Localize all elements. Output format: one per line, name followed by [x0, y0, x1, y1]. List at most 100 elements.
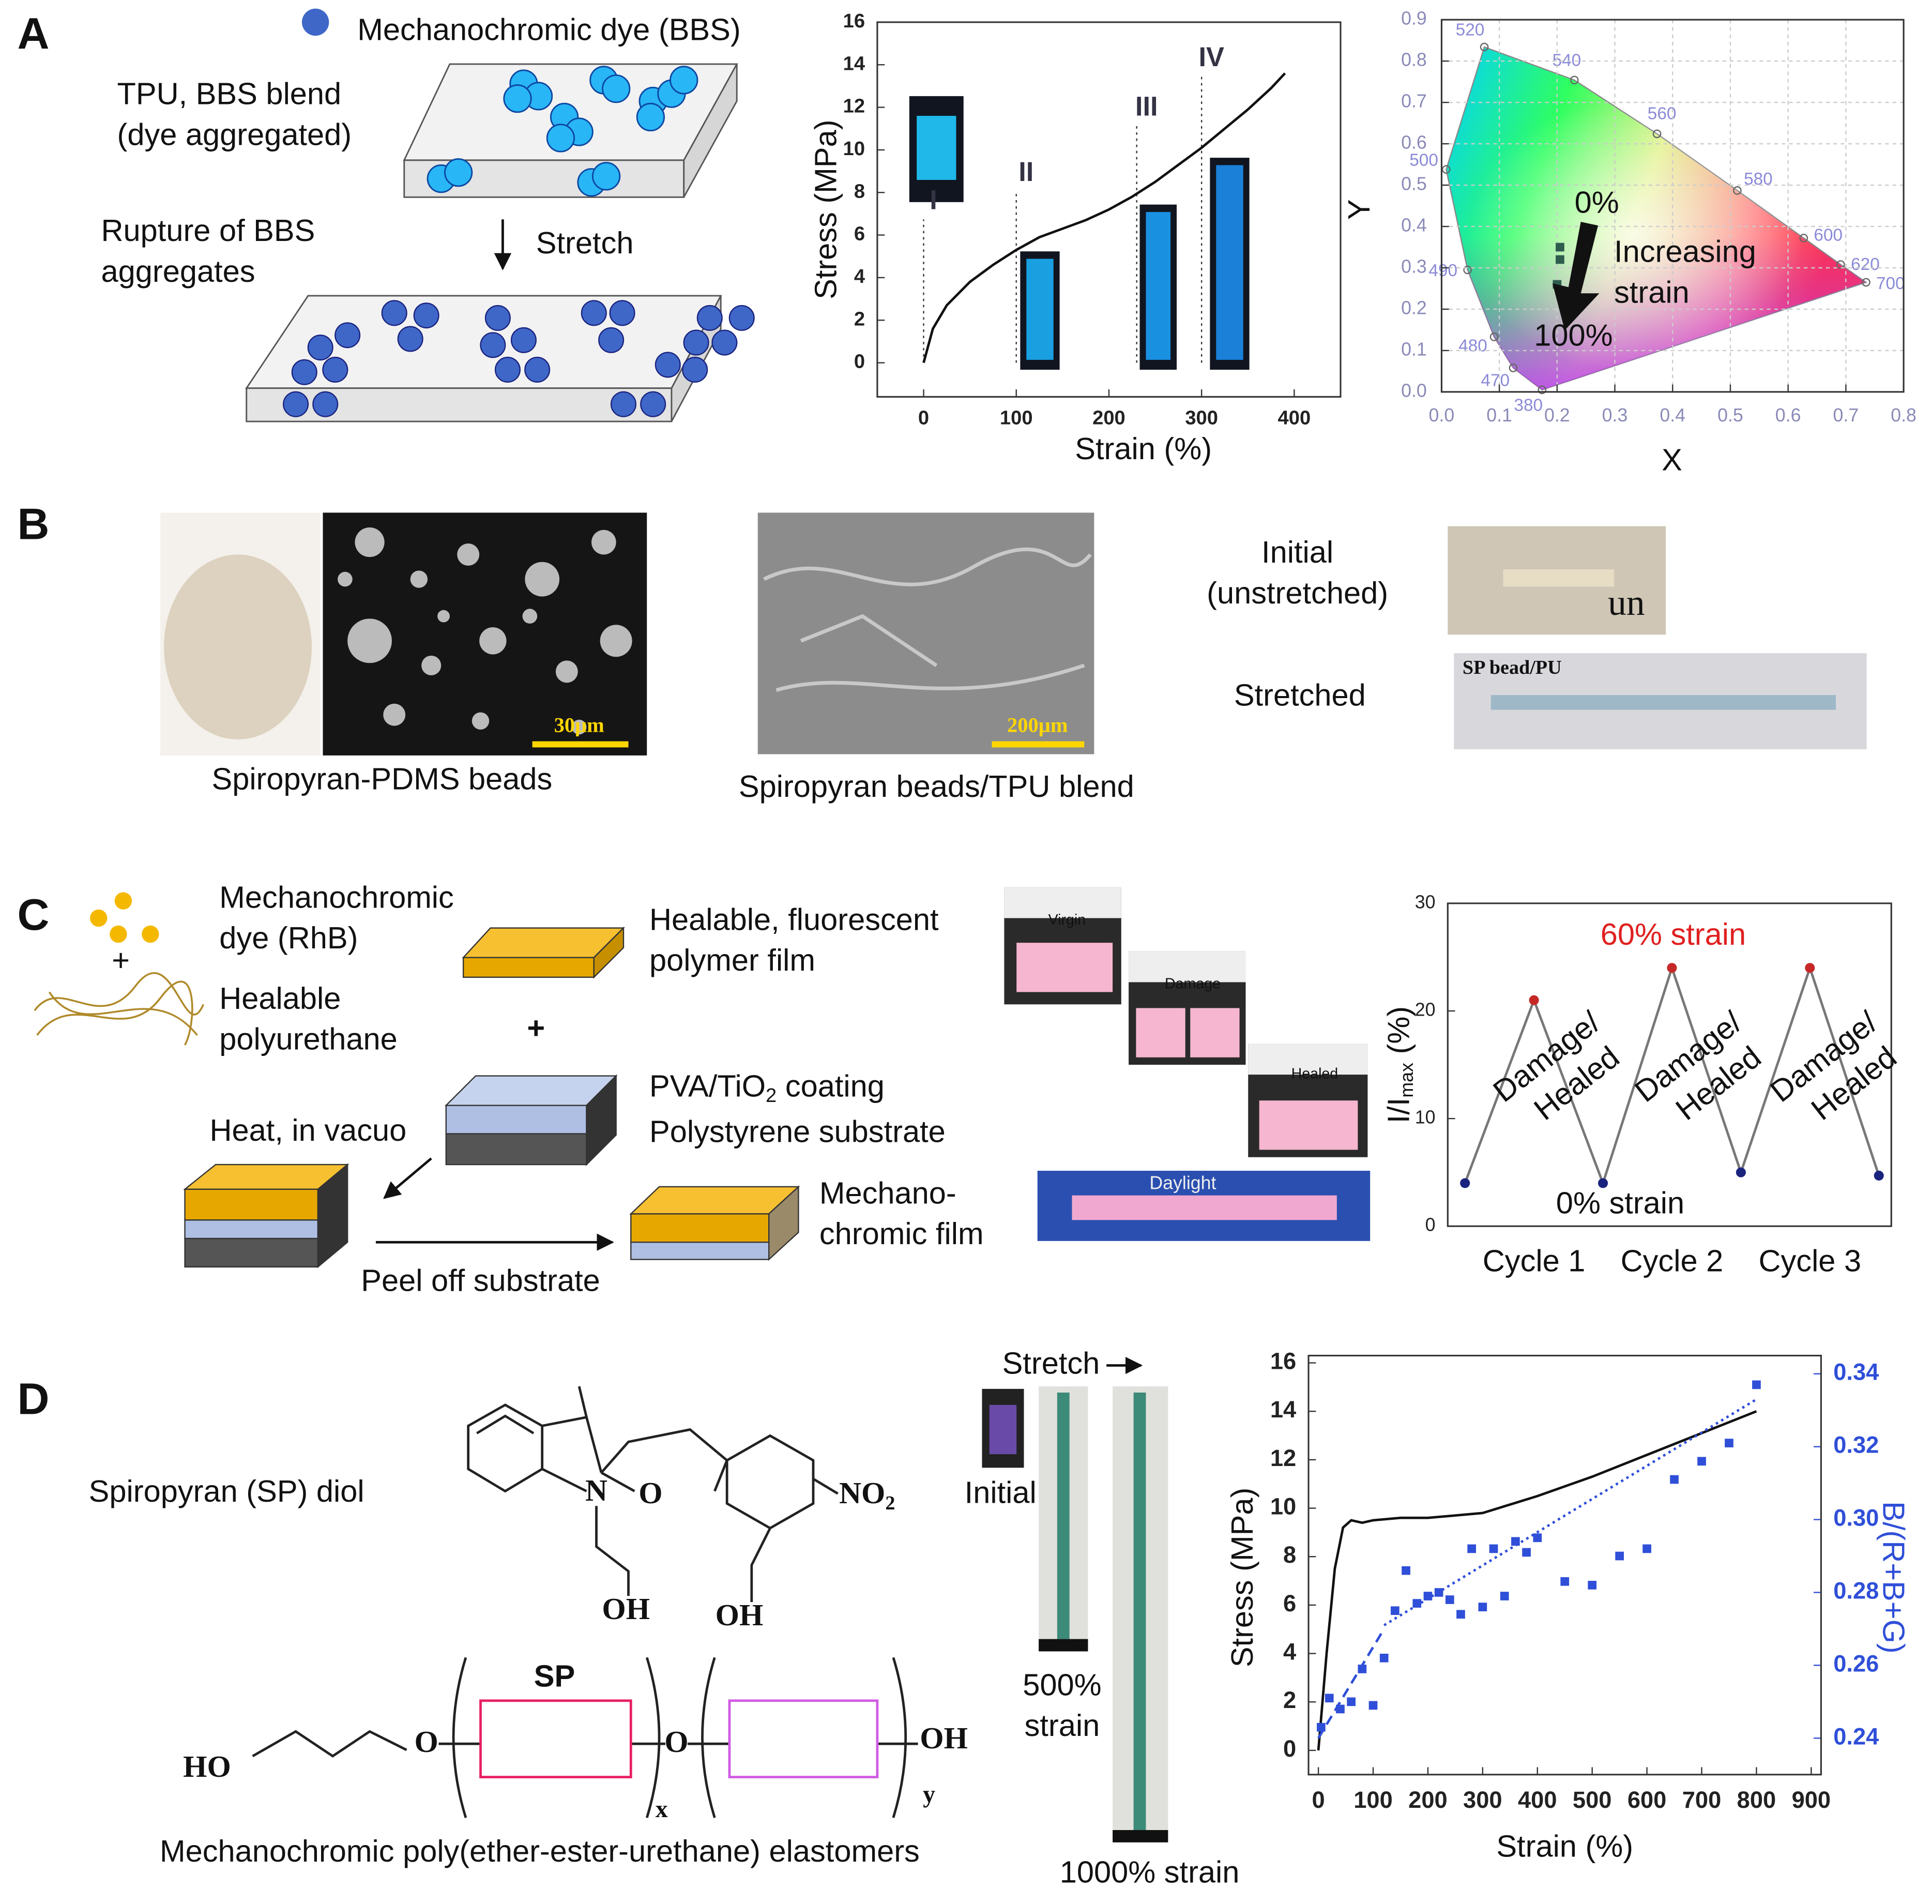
- cycle-note: Damage/Healed: [1486, 1004, 1625, 1127]
- plot-frame: [1447, 902, 1892, 1227]
- y-tick-label: 16: [843, 10, 865, 32]
- label: Stretch: [536, 225, 634, 260]
- point: [1805, 963, 1815, 973]
- axis-label: I/Imax (%): [1381, 1006, 1417, 1123]
- polyol-block: [728, 1699, 879, 1778]
- series-line: [1317, 1410, 1757, 1751]
- x-tick-label: 600: [1627, 1787, 1667, 1813]
- marker: [1368, 1701, 1378, 1710]
- atoms: N O NO2 OH OH HO O O OH x y: [183, 1473, 968, 1823]
- axis-label: Strain (%): [1075, 431, 1212, 466]
- label: Polystyrene substrate: [649, 1114, 946, 1149]
- arrow: [383, 1157, 432, 1199]
- point: [1460, 1178, 1470, 1188]
- marker: [1467, 1544, 1477, 1553]
- atom-main: NO: [839, 1476, 885, 1510]
- legend-dot: [301, 8, 329, 36]
- sample-photo: [909, 96, 1250, 370]
- label: polymer film: [649, 943, 815, 977]
- chart: 0 10 20 30 I/Imax (%) Cycle 1 Cycle 2 Cycle 3 60…: [1381, 891, 1903, 1278]
- label: strain: [1025, 1708, 1100, 1743]
- locus-point: [1489, 333, 1499, 341]
- x-tick-label: 0.3: [1602, 405, 1628, 426]
- y-tick-label: 8: [1283, 1542, 1296, 1568]
- label: Healable: [219, 981, 341, 1016]
- label: (unstretched): [1207, 576, 1388, 610]
- label: Stretched: [1234, 678, 1366, 713]
- marker: [1445, 1595, 1454, 1604]
- locus-point: [1862, 278, 1870, 287]
- y-tick-label: 2: [1283, 1687, 1296, 1713]
- y-tick-label: 10: [843, 138, 865, 160]
- atom: N: [585, 1473, 607, 1507]
- y-tick-label: 0.32: [1833, 1432, 1879, 1458]
- caption: Mechanochromic poly(ether-ester-urethane…: [160, 1834, 920, 1868]
- annotation: Increasing: [1614, 234, 1756, 269]
- photo-label: Daylight: [1149, 1173, 1216, 1193]
- healing-photos: [1004, 887, 1371, 1241]
- wavelength-label: 700: [1876, 274, 1905, 293]
- atom: O: [664, 1725, 688, 1759]
- x-category-label: Cycle 1: [1483, 1243, 1586, 1278]
- region-label: I: [930, 186, 937, 216]
- locus-point: [1538, 385, 1547, 395]
- y-tick-label: 0.34: [1833, 1359, 1879, 1385]
- panel-label: C: [17, 890, 49, 940]
- wavelength-label: 470: [1481, 371, 1510, 390]
- locus-point: [1441, 165, 1451, 174]
- plot-frame: [1307, 1354, 1822, 1776]
- marker: [1642, 1544, 1651, 1553]
- atom-sub: 2: [885, 1492, 895, 1514]
- label: aggregates: [101, 254, 255, 289]
- annotation: 60% strain: [1601, 917, 1746, 951]
- x-tick-label: 0.7: [1833, 405, 1859, 426]
- y-tick-label: 16: [1270, 1348, 1296, 1374]
- plot-frame: [876, 21, 1342, 398]
- panel-label: D: [17, 1374, 49, 1424]
- axis-label: Stress (MPa): [1225, 1488, 1259, 1668]
- subscript: x: [656, 1796, 668, 1823]
- marker: [1670, 1475, 1679, 1484]
- y-tick-label: 0.9: [1401, 8, 1427, 29]
- x-tick-label: 0.4: [1660, 405, 1685, 426]
- y-tick-label: 30: [1415, 891, 1436, 912]
- plus: +: [112, 943, 130, 977]
- x-tick-label: 0.1: [1486, 405, 1512, 426]
- point: [1874, 1170, 1884, 1181]
- label: 500%: [1023, 1667, 1101, 1702]
- x-tick-label: 500: [1573, 1787, 1612, 1813]
- label: dye (RhB): [219, 920, 358, 955]
- label-rest: coating: [777, 1068, 885, 1103]
- x-tick-label: 800: [1737, 1787, 1776, 1813]
- structure: [252, 1386, 918, 1818]
- dye-aggregate: [427, 66, 698, 197]
- x-tick-label: 700: [1682, 1787, 1722, 1813]
- label: Initial: [965, 1475, 1037, 1510]
- dye-dots: [90, 892, 159, 943]
- y-tick-label: 6: [854, 223, 865, 245]
- marker: [1456, 1610, 1465, 1619]
- point: [1529, 995, 1539, 1005]
- marker: [1391, 1606, 1399, 1615]
- y-tick-label: 0.28: [1833, 1577, 1879, 1604]
- sem-beads: [338, 527, 632, 735]
- strain-arrow: [1552, 221, 1600, 330]
- polymer-tangle: [34, 972, 204, 1046]
- y-tick-label: 10: [1270, 1493, 1296, 1520]
- wavelength-label: 560: [1648, 104, 1677, 123]
- photo-label: Healed: [1291, 1066, 1338, 1082]
- y-tick-label: 0.4: [1401, 215, 1427, 235]
- strip-photos: [982, 1386, 1168, 1842]
- locus-point: [1733, 186, 1742, 195]
- locus-point: [1652, 129, 1662, 139]
- region-label: II: [1018, 157, 1033, 187]
- y-tick-label: 4: [854, 265, 865, 288]
- x-tick-label: 0.2: [1544, 405, 1570, 426]
- y-tick-label: 14: [843, 52, 865, 74]
- wavelength-label: 600: [1814, 225, 1843, 245]
- x-tick-label: 100: [1000, 406, 1033, 429]
- atom: HO: [183, 1749, 231, 1784]
- x-tick-label: 300: [1463, 1787, 1502, 1813]
